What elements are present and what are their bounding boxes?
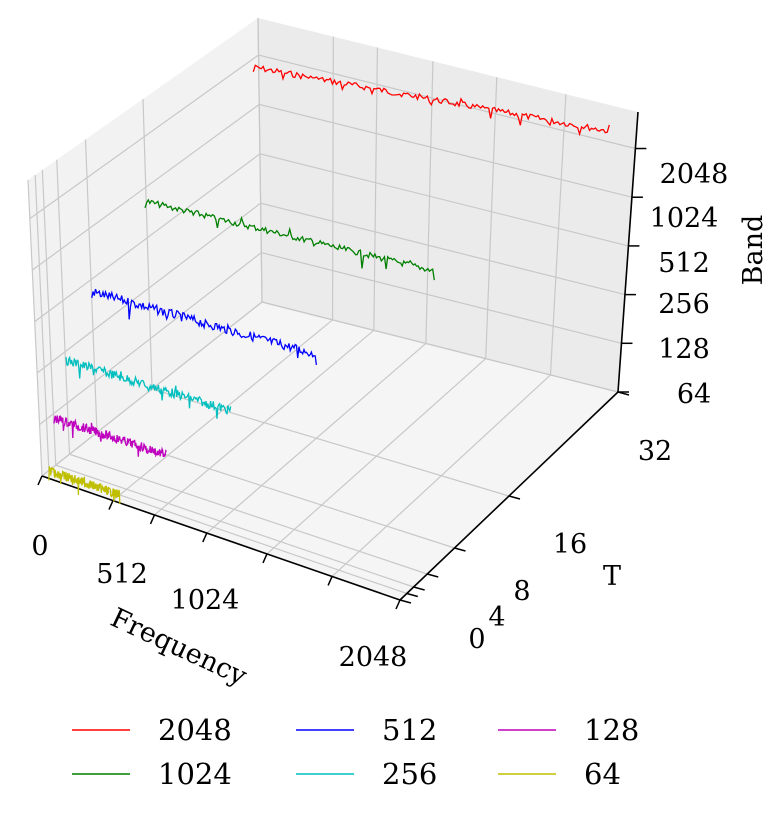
series-line-1024 [144,198,435,281]
x-axis-line [41,475,401,601]
back-grid-x [425,61,434,344]
back-grid-x [373,47,378,331]
z-tick-label: 256 [658,289,710,320]
left-grid-y [27,179,43,477]
x-tick-label: 512 [96,559,148,590]
y-tick-label: 0 [468,624,485,655]
series-line-512 [91,288,318,365]
back-grid-x [331,36,334,320]
x-tick-mark [395,599,401,610]
left-grid-y [56,159,71,455]
y-tick-mark [508,495,521,500]
wall-grid-z [34,153,629,323]
axes [37,111,647,610]
z-tick-label: 64 [677,379,711,410]
back-grid-x [485,77,498,359]
legend: 2048 1024 512 256 128 64 [72,713,639,791]
x-tick-mark [262,553,268,564]
legend-label-128: 128 [584,713,639,747]
series-line-256 [65,355,232,419]
y-tick-mark [427,573,439,578]
x-tick-mark [327,576,333,586]
left-grid-y [142,98,153,390]
y-tick-mark [406,592,419,598]
legend-label-512: 512 [382,713,437,747]
y-tick-label: 8 [513,576,530,607]
y-tick-label: 16 [553,529,587,560]
y-tick-label: 32 [638,436,672,467]
z-axis-line [617,111,639,393]
x-tick-mark [149,514,156,525]
x-tick-mark [108,500,114,510]
wall-grid-z [31,103,633,271]
back-pane [258,18,638,392]
left-grid-y [84,139,98,433]
legend-label-2048: 2048 [158,713,232,747]
wall-grid-z [39,251,622,425]
y-axis-title: T [603,561,621,592]
x-tick-label: 1024 [171,585,240,616]
y-tick-mark [413,586,425,591]
x-tick-mark [37,475,43,486]
wall-grid-z [41,301,619,477]
series-line-64 [48,466,121,504]
wall-grid-z [29,54,636,220]
y-tick-mark [454,547,466,552]
floor-grid-y [55,464,414,588]
y-tick-mark [399,599,412,604]
x-tick-mark [202,532,208,543]
left-pane [28,18,262,476]
floor-grid-y [69,453,428,575]
legend-label-1024: 1024 [158,757,232,791]
y-tick-label: 4 [488,602,505,633]
left-grid-y [34,174,50,471]
back-grid-x [549,94,567,375]
z-tick-label: 2048 [660,159,729,190]
x-tick-label: 2048 [339,642,408,673]
wall-grid-z [36,202,626,374]
floor-grid-y [96,431,455,549]
z-tick-label: 1024 [650,203,719,234]
series-group [48,64,610,504]
z-tick-label: 512 [658,248,710,279]
left-grid-y [41,169,57,466]
left-grid-y [257,17,263,303]
z-tick-label: 128 [658,334,710,365]
x-tick-label: 0 [31,531,48,562]
z-axis-title: Band [738,215,769,286]
series-line-128 [53,414,167,458]
legend-label-256: 256 [382,757,437,791]
series-line-2048 [252,64,610,137]
legend-label-64: 64 [584,757,621,791]
